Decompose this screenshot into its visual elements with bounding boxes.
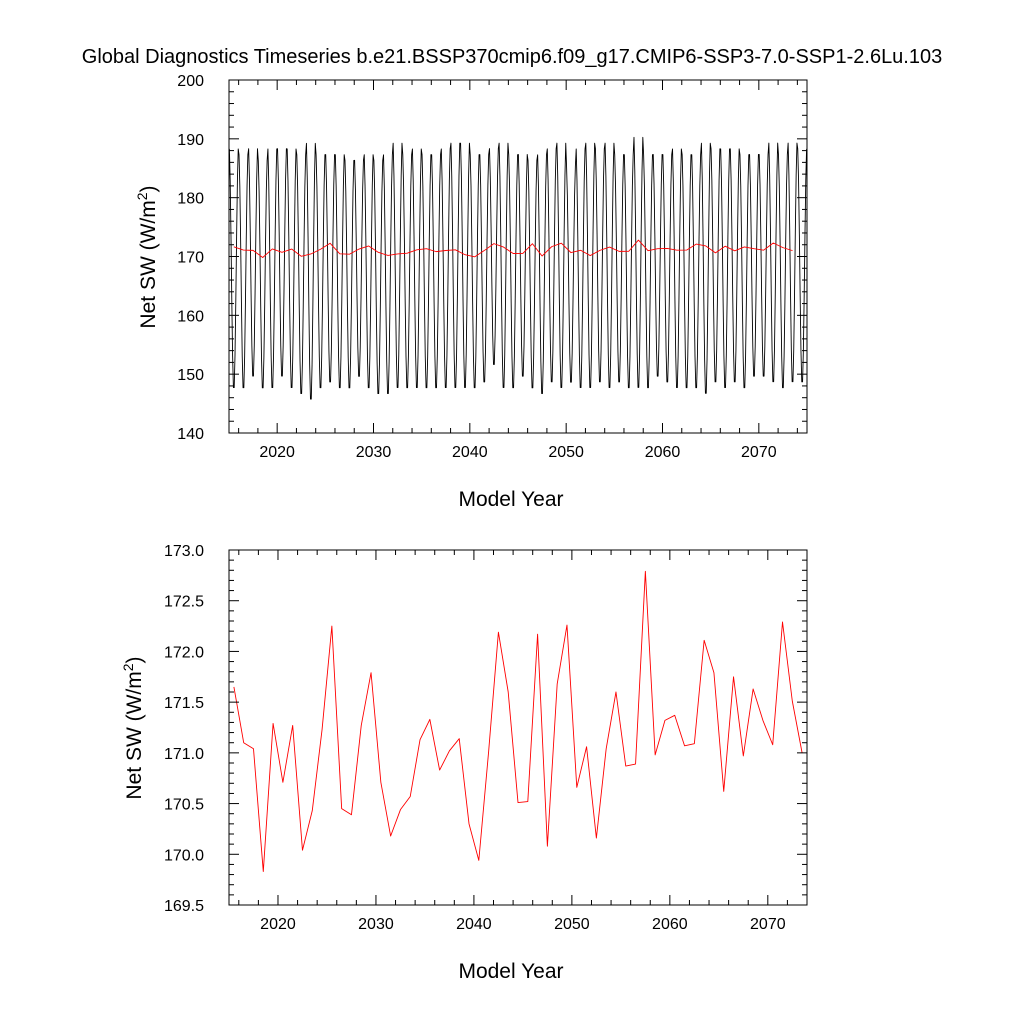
bottom-plot-frame — [228, 549, 808, 906]
bottom-x-tick-label: 2050 — [554, 916, 590, 933]
bottom-series-annual-mean — [233, 570, 803, 872]
bottom-y-label-close: ) — [123, 656, 146, 663]
top-x-tick-label: 2050 — [548, 444, 584, 461]
top-series-monthly — [228, 136, 808, 400]
bottom-panel: 2020 2030 2040 2050 2060 2070 169.5 170.0 170.5 1… — [120, 543, 808, 983]
top-y-tick-label: 160 — [177, 308, 204, 325]
bottom-y-tick-label: 170.0 — [164, 847, 204, 864]
top-y-label-close: ) — [137, 185, 160, 192]
top-y-label-sup: 2 — [134, 192, 150, 200]
top-x-tick-label: 2030 — [356, 444, 392, 461]
figure-title: Global Diagnostics Timeseries b.e21.BSSP… — [82, 46, 942, 68]
bottom-y-tick-label: 171.0 — [164, 746, 204, 763]
top-x-tick-label: 2040 — [452, 444, 488, 461]
bottom-x-tick-label: 2020 — [260, 916, 296, 933]
bottom-x-tick-label: 2040 — [456, 916, 492, 933]
top-x-tick-label: 2070 — [741, 444, 777, 461]
top-panel: 2020 2030 2040 2050 2060 2070 140 150 160 170 180 1… — [134, 73, 808, 511]
bottom-y-tick-label: 172.0 — [164, 644, 204, 661]
bottom-y-tick-label: 171.5 — [164, 695, 204, 712]
top-y-tick-label: 180 — [177, 191, 204, 208]
bottom-x-axis-label: Model Year — [458, 960, 563, 983]
top-y-axis-label: Net SW (W/m2) — [134, 185, 160, 328]
top-y-tick-label: 150 — [177, 367, 204, 384]
bottom-y-tick-label: 169.5 — [164, 898, 204, 915]
top-y-tick-label: 200 — [177, 73, 204, 90]
top-x-tick-label: 2020 — [259, 444, 295, 461]
top-y-label-main: Net SW (W/m — [137, 200, 160, 328]
top-plot-frame — [228, 79, 808, 434]
bottom-y-tick-label: 172.5 — [164, 594, 204, 611]
top-y-tick-label: 190 — [177, 132, 204, 149]
top-y-tick-label: 140 — [177, 426, 204, 443]
bottom-x-tick-label: 2060 — [652, 916, 688, 933]
top-series-annual-mean — [233, 239, 793, 258]
bottom-y-axis-label: Net SW (W/m2) — [120, 656, 146, 799]
top-y-tick-label: 170 — [177, 250, 204, 267]
bottom-y-label-sup: 2 — [120, 663, 136, 671]
bottom-x-tick-label: 2070 — [750, 916, 786, 933]
bottom-x-tick-label: 2030 — [358, 916, 394, 933]
bottom-y-tick-label: 173.0 — [164, 543, 204, 560]
bottom-y-label-main: Net SW (W/m — [123, 671, 146, 799]
bottom-y-tick-label: 170.5 — [164, 797, 204, 814]
bottom-series-group — [233, 570, 803, 872]
top-series-group — [228, 136, 808, 400]
top-x-tick-label: 2060 — [645, 444, 681, 461]
top-x-axis-label: Model Year — [458, 488, 563, 511]
